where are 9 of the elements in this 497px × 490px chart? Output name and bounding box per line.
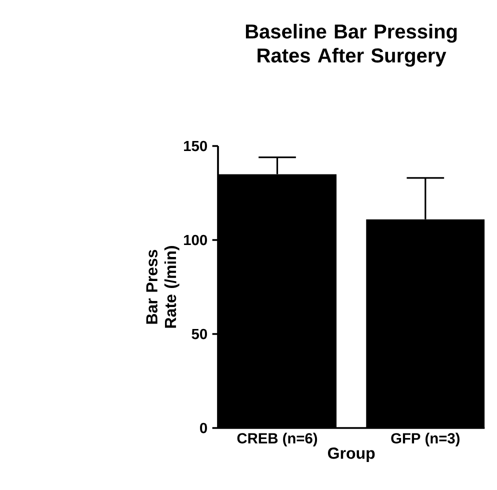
x-tick-label: GFP (n=3)	[391, 432, 460, 446]
x-axis-title: Group	[328, 448, 375, 462]
y-tick-label: 100	[184, 234, 207, 246]
y-tick-label: 50	[192, 328, 207, 340]
y-tick-label: 0	[200, 422, 207, 434]
chart-title: Baseline Bar Pressing Rates After Surgery	[246, 24, 457, 67]
y-tick-label: 150	[184, 140, 207, 152]
y-axis-title: Bar Press Rate (/min)	[146, 246, 180, 328]
x-tick-label: CREB (n=6)	[237, 432, 318, 446]
